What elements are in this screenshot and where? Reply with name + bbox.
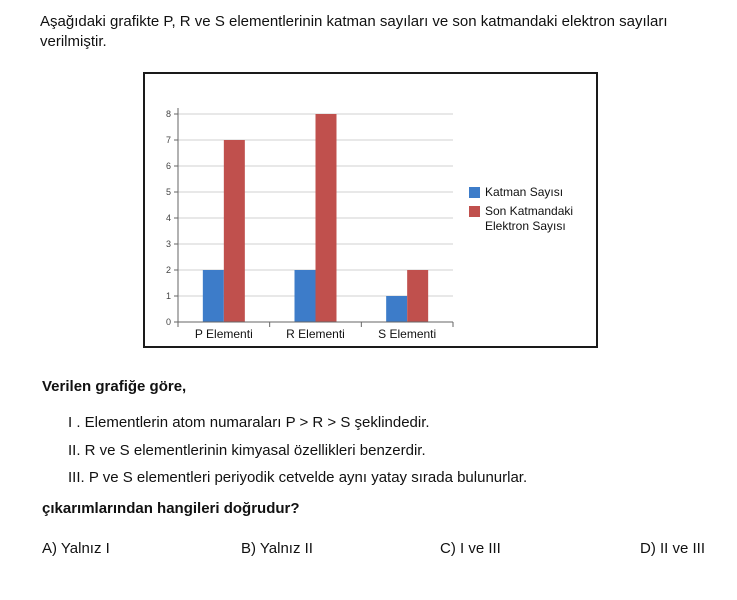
bar-elektron-1 [223,140,245,322]
y-tick-label: 1 [166,291,171,301]
axes: 0 1 2 3 4 5 6 7 8 P Elementi R Elementi S Elementi [166,108,454,341]
bar-elektron-3 [407,270,429,322]
question-heading: Verilen grafiğe göre, [42,378,187,395]
statement-1: I . Elementlerin atom numaraları P > R >… [68,414,430,431]
option-a[interactable]: A) Yalnız I [42,540,110,557]
category-label: P Elementi [195,327,253,341]
option-b[interactable]: B) Yalnız II [241,540,313,557]
option-c[interactable]: C) I ve III [440,540,501,557]
legend: Katman Sayısı Son Katmandaki Elektron Sayı… [469,185,573,233]
category-label: R Elementi [286,327,345,341]
bar-katman-1 [202,270,224,322]
y-tick-label: 6 [166,161,171,171]
y-tick-label: 2 [166,265,171,275]
y-tick-label: 5 [166,187,171,197]
bar-katman-3 [386,296,408,322]
y-tick-label: 3 [166,239,171,249]
y-tick-label: 0 [166,317,171,327]
statement-3: III. P ve S elementleri periyodik cetvel… [68,469,528,486]
statement-2: II. R ve S elementlerinin kimyasal özell… [68,442,426,459]
question-intro: Aşağıdaki grafikte P, R ve S elementleri… [40,13,668,50]
bar-katman-2 [294,270,316,322]
bars [202,114,429,322]
legend-label: Katman Sayısı [485,185,563,199]
y-tick-label: 4 [166,213,171,223]
bar-elektron-2 [315,114,337,322]
y-tick-label: 8 [166,109,171,119]
option-d[interactable]: D) II ve III [640,540,706,557]
question-prompt: çıkarımlarından hangileri doğrudur? [42,500,300,517]
legend-swatch [469,206,480,217]
legend-label: Son Katmandaki Elektron Sayısı [485,204,573,233]
legend-swatch [469,187,480,198]
category-label: S Elementi [378,327,436,341]
y-tick-label: 7 [166,135,171,145]
